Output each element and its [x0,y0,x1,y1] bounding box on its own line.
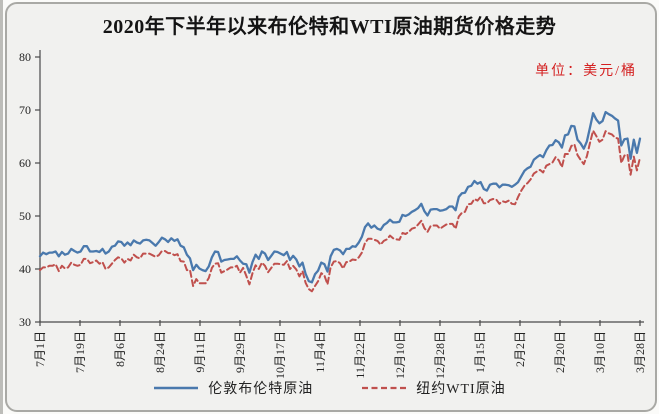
x-axis-tick-label: 10月17日 [273,331,287,379]
legend-swatch-wti-line [362,386,407,390]
unit-label: 单位：美元/桶 [535,64,637,79]
legend-swatch-brent-line [154,386,199,390]
y-axis-tick-label: 60 [19,156,31,170]
legend-item-wti: 纽约WTI原油 [361,378,505,398]
x-axis-tick-label: 9月29日 [233,331,247,373]
y-axis-tick-label: 80 [19,50,31,64]
y-axis-tick-label: 70 [19,103,31,117]
x-axis-tick-label: 7月1日 [33,331,47,367]
y-axis-tick-label: 30 [19,315,31,329]
x-axis-tick-label: 12月28日 [433,331,447,379]
chart-title: 2020年下半年以来布伦特和WTI原油期货价格走势 [102,16,557,38]
x-axis-tick-label: 3月10日 [593,331,607,373]
legend-label-brent: 伦敦布伦特原油 [208,382,314,397]
x-axis-tick-label: 8月24日 [153,331,167,373]
x-axis-tick-label: 8月6日 [113,331,127,367]
x-axis-tick-label: 11月4日 [313,331,327,373]
x-axis-tick-label: 2月2日 [513,331,527,367]
x-axis-tick-label: 9月11日 [193,331,207,373]
y-axis-tick-label: 50 [19,209,31,223]
legend-item-brent: 伦敦布伦特原油 [153,378,313,398]
x-axis-tick-label: 2月20日 [553,331,567,373]
x-axis-tick-label: 3月28日 [633,331,647,373]
legend-label-wti: 纽约WTI原油 [416,382,506,397]
x-axis-tick-label: 12月10日 [393,331,407,379]
legend: 伦敦布伦特原油 纽约WTI原油 [0,378,659,398]
brent-price-line [38,110,642,284]
x-axis-tick-label: 11月22日 [353,331,367,379]
chart-card-frame [5,2,657,412]
y-axis-tick-label: 40 [19,262,31,276]
wti-price-line [39,129,641,293]
x-axis-tick-label: 7月19日 [73,331,87,373]
x-axis-tick-label: 1月15日 [473,331,487,373]
screenshot-edge-strip [0,0,3,414]
